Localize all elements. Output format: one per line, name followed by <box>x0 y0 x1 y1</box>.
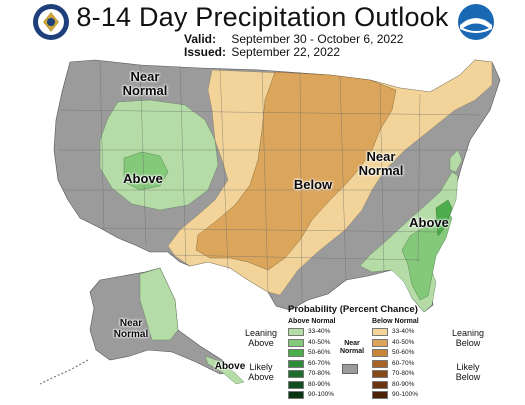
valid-value: September 30 - October 6, 2022 <box>231 32 404 46</box>
above-legend-range-label: 60-70% <box>308 359 331 367</box>
above-legend-swatch <box>288 359 304 368</box>
below-legend-swatch <box>372 370 388 378</box>
below-legend-range-label: 33-40% <box>392 328 415 335</box>
near-normal-swatch <box>342 364 358 374</box>
below-legend-range-label: 80-90% <box>392 380 415 388</box>
leaning-above-label: Leaning Above <box>244 328 278 348</box>
above-legend-range-label: 70-80% <box>308 370 331 377</box>
below-legend-range-label: 70-80% <box>392 370 415 377</box>
above-legend-range-label: 80-90% <box>308 380 331 388</box>
below-legend-range-label: 60-70% <box>392 359 415 367</box>
likely-above-label: Likely Above <box>248 362 274 382</box>
valid-dates: Valid: September 30 - October 6, 2022 <box>184 32 403 46</box>
map-title: 8-14 Day Precipitation Outlook <box>76 2 449 32</box>
legend-above-head: Above Normal <box>288 318 336 325</box>
noaa-logo-icon <box>457 3 495 46</box>
alaska-above-region <box>139 267 179 341</box>
doc-seal-icon <box>32 3 70 46</box>
below-legend-range-label: 50-60% <box>392 349 415 356</box>
above-legend-swatch <box>288 338 304 347</box>
above-legend-swatch <box>288 380 304 389</box>
above-legend-range-label: 90-100% <box>308 391 335 398</box>
aleutian-islands <box>39 359 89 385</box>
valid-label: Valid: <box>184 32 217 46</box>
above-legend-range-label: 50-60% <box>308 349 331 356</box>
likely-below-label: Likely Below <box>455 362 481 382</box>
east-above-strong-region <box>435 199 453 237</box>
below-legend-swatch <box>372 349 388 357</box>
issued-label: Issued: <box>184 45 227 59</box>
above-legend-swatch <box>288 370 304 378</box>
legend-title: Probability (Percent Chance) <box>288 304 418 315</box>
below-legend-range-label: 40-50% <box>392 338 415 346</box>
below-legend-range-label: 90-100% <box>392 391 419 398</box>
above-legend-range-label: 40-50% <box>308 338 331 346</box>
issued-date: Issued: September 22, 2022 <box>184 45 340 59</box>
above-legend-range-label: 33-40% <box>308 328 331 335</box>
state-boundaries <box>58 61 481 303</box>
below-legend-swatch <box>372 359 388 368</box>
west-above-core-region <box>123 151 169 191</box>
leaning-below-label: Leaning Below <box>451 328 485 348</box>
below-legend-swatch <box>372 338 388 347</box>
legend-below-head: Below Normal <box>372 318 419 325</box>
northeast-above-region <box>449 149 463 173</box>
below-legend-swatch <box>372 380 388 389</box>
probability-legend: Probability (Percent Chance) Above Norma… <box>240 300 525 405</box>
issued-value: September 22, 2022 <box>231 45 341 59</box>
above-legend-swatch <box>288 349 304 357</box>
alaska-panhandle-above-region <box>204 355 245 385</box>
below-likely-region <box>195 71 397 271</box>
below-legend-swatch <box>372 328 388 336</box>
above-legend-swatch <box>288 328 304 336</box>
near-normal-legend-label: Near Normal <box>339 340 365 355</box>
below-legend-swatch <box>372 391 388 399</box>
above-legend-swatch <box>288 391 304 399</box>
